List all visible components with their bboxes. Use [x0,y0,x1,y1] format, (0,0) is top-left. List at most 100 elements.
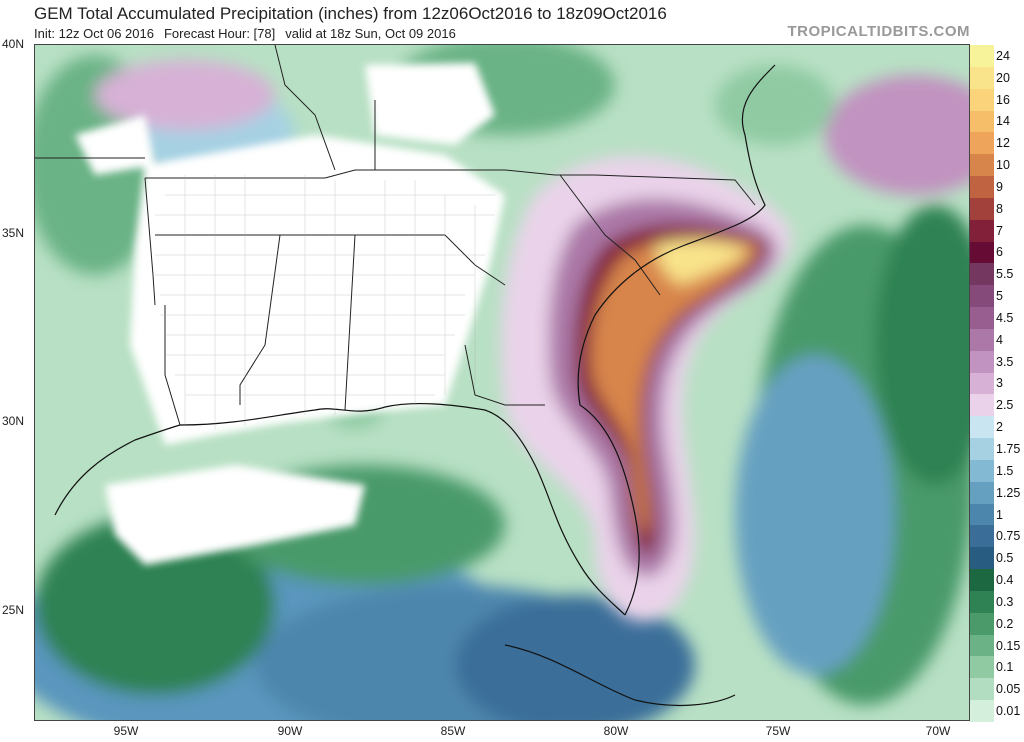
legend-label: 0.15 [996,638,1021,653]
legend-swatch [970,350,994,373]
legend-swatch [970,459,994,482]
legend-row: 0.01 [970,700,1024,722]
lon-label-80w: 80W [603,724,629,738]
legend-row: 4.5 [970,307,1024,329]
legend-label: 1.5 [996,463,1014,478]
legend-row: 3 [970,372,1024,395]
lat-label-25n: 25N [2,603,25,617]
legend-row: 5 [970,285,1024,308]
legend-swatch [970,678,994,701]
legend-row: 5.5 [970,263,1024,286]
legend-label: 7 [996,223,1003,238]
lon-label-75w: 75W [765,724,791,738]
legend-swatch [970,219,994,242]
legend-swatch [970,372,994,395]
legend-label: 20 [996,70,1010,85]
legend-swatch [970,45,994,67]
legend-label: 8 [996,201,1003,216]
legend-swatch [970,176,994,198]
lon-label-85w: 85W [440,724,466,738]
legend-swatch [970,110,994,133]
legend-swatch [970,525,994,548]
state-boundaries [35,45,756,426]
precipitation-map [34,44,970,721]
lon-label-90w: 90W [277,724,303,738]
legend-row: 1.25 [970,481,1024,504]
legend-row: 0.3 [970,590,1024,613]
legend-row: 1 [970,503,1024,526]
precip-color-legend: 24 20 16 14 12 10 9 8 7 6 5.5 5 4.5 4 3.5 3 2.5 2 1.75 1.5 1… [970,44,1024,722]
heavy-rain-swath [501,156,792,622]
precip-field-light [35,45,969,720]
legend-label: 3 [996,376,1003,391]
legend-row: 8 [970,197,1024,220]
legend-swatch [970,285,994,308]
legend-row: 0.75 [970,525,1024,548]
legend-row: 1.5 [970,459,1024,482]
legend-label: 5.5 [996,267,1014,282]
legend-label: 9 [996,179,1003,194]
legend-label: 0.5 [996,551,1014,566]
legend-row: 7 [970,219,1024,242]
legend-swatch [970,307,994,329]
legend-label: 5 [996,289,1003,304]
legend-label: 4 [996,332,1003,347]
legend-label: 4.5 [996,310,1014,325]
legend-label: 1 [996,507,1003,522]
legend-swatch [970,88,994,111]
legend-swatch [970,197,994,220]
legend-row: 9 [970,176,1024,198]
legend-label: 2.5 [996,398,1014,413]
legend-label: 3.5 [996,354,1014,369]
legend-label: 1.25 [996,485,1021,500]
legend-row: 0.15 [970,634,1024,657]
map-subtitle: Init: 12z Oct 06 2016 Forecast Hour: [78]… [34,26,456,41]
lat-label-30n: 30N [2,414,25,428]
legend-row: 0.5 [970,547,1024,570]
brand-watermark: TROPICALTIDBITS.COM [787,23,970,40]
lat-label-35n: 35N [2,226,25,240]
legend-row: 3.5 [970,350,1024,373]
legend-row: 12 [970,132,1024,155]
legend-row: 14 [970,110,1024,133]
legend-row: 10 [970,154,1024,177]
county-lines [155,175,495,430]
legend-row: 2.5 [970,394,1024,417]
legend-row: 0.05 [970,678,1024,701]
legend-label: 10 [996,158,1010,173]
forecast-hour: Forecast Hour: [78] [163,26,276,41]
legend-label: 0.01 [996,704,1021,719]
legend-row: 0.1 [970,656,1024,679]
legend-swatch [970,569,994,591]
legend-label: 0.75 [996,529,1021,544]
legend-row: 4 [970,328,1024,351]
lon-label-95w: 95W [113,724,139,738]
legend-swatch [970,394,994,417]
legend-label: 1.75 [996,442,1021,456]
valid-time: valid at 18z Sun, Oct 09 2016 [285,26,456,41]
legend-swatch [970,438,994,460]
legend-swatch [970,634,994,657]
legend-label: 0.3 [996,594,1014,609]
legend-row: 6 [970,241,1024,264]
legend-swatch [970,416,994,439]
legend-label: 0.1 [996,660,1014,675]
legend-swatch [970,132,994,155]
legend-label: 16 [996,92,1010,107]
legend-label: 0.05 [996,682,1021,697]
legend-swatch [970,700,994,722]
legend-label: 12 [996,136,1010,151]
legend-label: 24 [996,48,1010,63]
dry-region [75,63,505,565]
legend-label: 0.4 [996,573,1014,588]
legend-label: 2 [996,420,1003,435]
legend-swatch [970,590,994,613]
legend-row: 20 [970,66,1024,89]
legend-row: 2 [970,416,1024,439]
legend-swatch [970,612,994,635]
legend-label: 14 [996,114,1010,129]
legend-row: 1.75 [970,438,1024,460]
legend-row: 16 [970,88,1024,111]
legend-row: 24 [970,45,1024,67]
lon-label-70w: 70W [925,724,951,738]
